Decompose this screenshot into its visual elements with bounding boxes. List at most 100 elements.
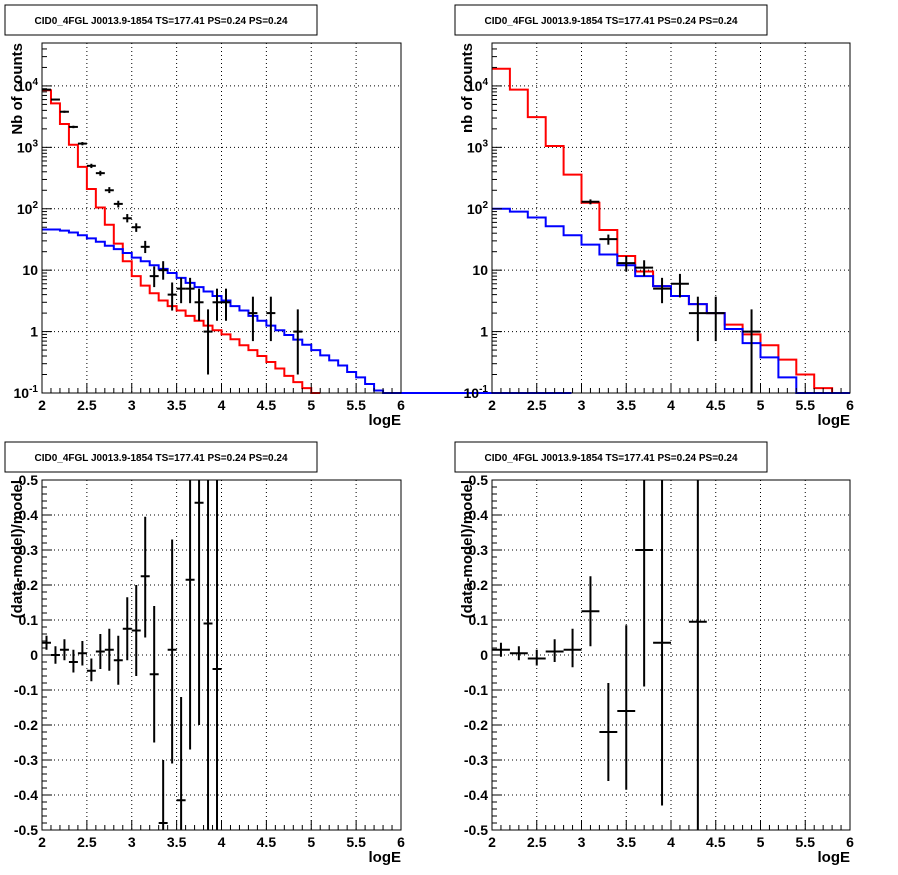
panel-title: CID0_4FGL J0013.9-1854 TS=177.41 PS=0.24… (484, 453, 737, 464)
data-point (266, 296, 276, 342)
data-point (653, 480, 671, 806)
x-tick-label: 2 (488, 397, 496, 413)
data-point (42, 88, 51, 91)
x-tick-label: 2 (38, 397, 46, 413)
data-point (68, 649, 78, 673)
y-tick-label: 0.2 (19, 577, 39, 593)
data-point (158, 261, 168, 280)
data-point (122, 597, 132, 661)
data-point (212, 288, 222, 321)
x-tick-label: 5 (757, 397, 765, 413)
data-point (59, 110, 69, 113)
data-point (140, 240, 150, 254)
data-point (194, 480, 204, 725)
y-axis-label: (data-model)/model (459, 480, 476, 618)
y-tick-label: 0.3 (469, 542, 489, 558)
y-tick-label: -0.3 (464, 752, 488, 768)
data-point (581, 199, 600, 205)
data-point (59, 639, 69, 661)
y-tick-label: -0.1 (14, 682, 38, 698)
data-point (176, 697, 186, 830)
x-tick-label: 3.5 (167, 397, 187, 413)
x-tick-label: 4.5 (257, 834, 277, 850)
y-tick-label: -0.3 (14, 752, 38, 768)
panel-title-box (4, 4, 318, 36)
y-tick-label: 103 (467, 138, 489, 155)
x-tick-label: 2.5 (77, 397, 97, 413)
data-point (194, 288, 204, 321)
data-point (86, 658, 96, 682)
data-point (113, 635, 123, 685)
data-point (293, 309, 303, 375)
data-point (42, 635, 51, 650)
data-point (50, 646, 60, 664)
x-tick-label: 2.5 (77, 834, 97, 850)
y-tick-label: 0.4 (19, 507, 39, 523)
panel-title: CID0_4FGL J0013.9-1854 TS=177.41 PS=0.24… (484, 16, 737, 27)
x-tick-label: 5 (757, 834, 765, 850)
y-tick-label: -0.5 (464, 822, 488, 838)
data-point (113, 200, 123, 208)
data-point (95, 634, 105, 669)
data-point (68, 125, 78, 129)
panel-title: CID0_4FGL J0013.9-1854 TS=177.41 PS=0.24… (34, 16, 287, 27)
y-tick-label: 1 (30, 324, 38, 340)
residual-panel-coarse: 2 2.5 3 3.5 4 4.5 5 5.5 6 -0.5 -0.4 -0.3 -0.2 -0.1 0 0.… (454, 441, 854, 866)
data-point (212, 480, 222, 830)
y-tick-label: 1 (480, 324, 488, 340)
data-point (122, 214, 132, 223)
data-point (149, 606, 159, 743)
x-tick-label: 5 (307, 834, 315, 850)
y-axis-label: Nb of counts (9, 43, 26, 135)
x-tick-label: 3 (128, 397, 136, 413)
x-tick-label: 5.5 (796, 397, 816, 413)
x-axis-label: logE (818, 849, 851, 866)
x-tick-label: 4 (667, 834, 675, 850)
y-tick-label: 0 (30, 647, 38, 663)
y-axis-label: (data-model)/model (9, 480, 26, 618)
residual-panel-fine: 2 2.5 3 3.5 4 4.5 5 5.5 6 -0.5 -0.4 -0.3 -0.2 -0.1 0 0.… (4, 441, 405, 866)
x-tick-label: 6 (397, 397, 405, 413)
data-point (95, 170, 105, 176)
y-tick-label: 0.5 (469, 472, 489, 488)
data-point (563, 628, 582, 668)
data-point (140, 516, 150, 638)
y-axis-label: nb of counts (459, 43, 476, 133)
data-point (599, 234, 618, 245)
x-tick-label: 3 (128, 834, 136, 850)
x-axis-label: logE (369, 849, 402, 866)
x-tick-label: 5.5 (796, 834, 816, 850)
x-tick-label: 3.5 (617, 397, 637, 413)
x-tick-label: 5.5 (346, 834, 366, 850)
data-point (77, 142, 87, 146)
data-point (167, 539, 177, 764)
x-tick-label: 2.5 (527, 834, 547, 850)
data-point (185, 277, 195, 304)
data-point (167, 282, 177, 311)
data-point (50, 98, 60, 101)
y-tick-label: 103 (17, 138, 39, 155)
data-point (742, 309, 761, 393)
background-histogram (42, 228, 572, 394)
x-tick-label: 4 (218, 397, 226, 413)
data-point (185, 480, 195, 750)
x-tick-label: 4.5 (706, 834, 726, 850)
x-tick-label: 2 (488, 834, 496, 850)
data-point (671, 273, 689, 298)
data-point (688, 480, 707, 830)
y-tick-label: 10 (22, 262, 38, 278)
y-tick-label: -0.2 (464, 717, 488, 733)
model-total-histogram (492, 67, 850, 394)
x-tick-label: 3.5 (167, 834, 187, 850)
data-point (203, 309, 213, 375)
data-point (527, 649, 546, 666)
data-point (617, 256, 636, 272)
panel-title-box (454, 441, 768, 473)
data-point (86, 163, 96, 169)
y-tick-label: 0.2 (469, 577, 489, 593)
x-tick-label: 6 (846, 397, 854, 413)
panel-title-box (454, 4, 768, 36)
x-tick-label: 4 (218, 834, 226, 850)
panel-title: CID0_4FGL J0013.9-1854 TS=177.41 PS=0.24… (34, 453, 287, 464)
